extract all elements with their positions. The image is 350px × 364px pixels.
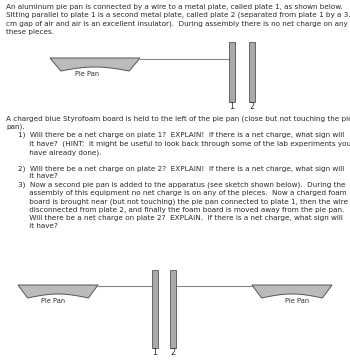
Text: 3)  Now a second pie pan is added to the apparatus (see sketch shown below).  Du: 3) Now a second pie pan is added to the … (18, 182, 350, 229)
Text: 2: 2 (170, 348, 176, 357)
Text: 2: 2 (250, 102, 254, 111)
Bar (152, 270, 158, 348)
Text: A charged blue Styrofoam board is held to the left of the pie pan (close but not: A charged blue Styrofoam board is held t… (6, 115, 350, 130)
Bar (249, 42, 255, 102)
Text: Pie Pan: Pie Pan (75, 71, 99, 77)
Text: Pie Pan: Pie Pan (41, 298, 65, 304)
Text: Pie Pan: Pie Pan (285, 298, 309, 304)
Text: 2)  Will there be a net charge on plate 2?  EXPLAIN!  If there is a net charge, : 2) Will there be a net charge on plate 2… (18, 165, 344, 179)
Bar (229, 42, 235, 102)
Text: 1: 1 (230, 102, 235, 111)
Bar (170, 270, 176, 348)
Text: An aluminum pie pan is connected by a wire to a metal plate, called plate 1, as : An aluminum pie pan is connected by a wi… (6, 4, 350, 35)
Polygon shape (252, 285, 332, 298)
Text: 1: 1 (153, 348, 158, 357)
Text: 1)  Will there be a net charge on plate 1?  EXPLAIN!  If there is a net charge, : 1) Will there be a net charge on plate 1… (18, 132, 350, 155)
Polygon shape (50, 58, 140, 71)
Polygon shape (18, 285, 98, 298)
